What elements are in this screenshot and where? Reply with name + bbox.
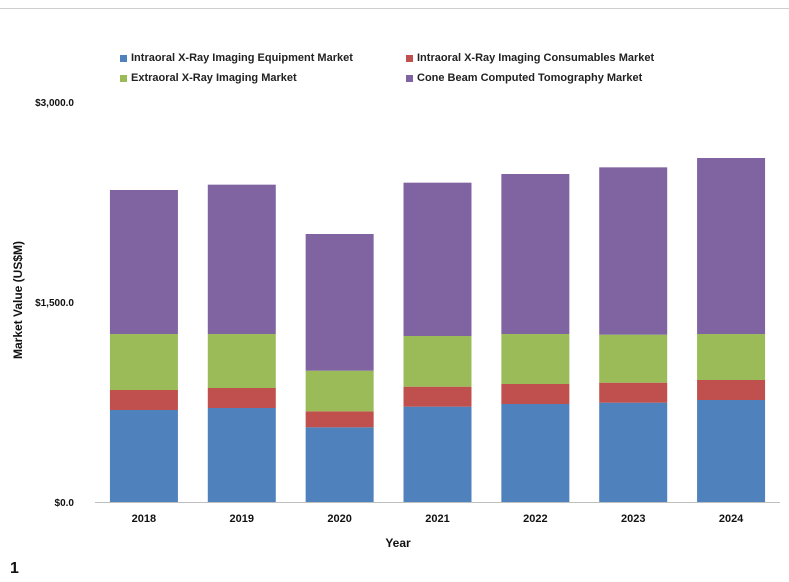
bar-segment-2019-series-3 bbox=[207, 184, 276, 334]
bar-segment-2018-series-1 bbox=[109, 390, 178, 410]
bar-segment-2020-series-0 bbox=[305, 427, 374, 502]
x-tick-label-2024: 2024 bbox=[719, 513, 744, 525]
bar-segment-2019-series-1 bbox=[207, 388, 276, 408]
legend-swatch-intraoral-equipment bbox=[120, 54, 127, 62]
bar-segment-2022-series-1 bbox=[501, 384, 570, 404]
bar-segment-2020-series-2 bbox=[305, 370, 374, 412]
y-tick-label-2: $3,000.0 bbox=[35, 98, 74, 109]
figure-number: 1 bbox=[10, 560, 19, 577]
bar-segment-2022-series-0 bbox=[501, 404, 570, 502]
legend-item-intraoral-consumables: Intraoral X-Ray Imaging Consumables Mark… bbox=[406, 52, 654, 64]
bar-segment-2020-series-1 bbox=[305, 411, 374, 428]
legend-label-cbct: Cone Beam Computed Tomography Market bbox=[417, 72, 643, 84]
bar-segment-2020-series-3 bbox=[305, 234, 374, 371]
top-rule bbox=[0, 0, 789, 9]
legend-item-cbct: Cone Beam Computed Tomography Market bbox=[406, 72, 642, 84]
bar-segment-2024-series-0 bbox=[697, 400, 766, 502]
bar-segment-2023-series-2 bbox=[599, 334, 668, 383]
y-tick-label-1: $1,500.0 bbox=[35, 298, 74, 309]
bar-segment-2021-series-3 bbox=[403, 182, 472, 336]
bar-segment-2024-series-2 bbox=[697, 334, 766, 380]
legend-label-intraoral-consumables: Intraoral X-Ray Imaging Consumables Mark… bbox=[417, 52, 655, 64]
legend-swatch-intraoral-consumables bbox=[406, 54, 413, 62]
bar-segment-2022-series-2 bbox=[501, 334, 570, 384]
x-tick-label-2022: 2022 bbox=[523, 513, 547, 525]
x-tick-label-2023: 2023 bbox=[621, 513, 645, 525]
x-tick-label-2018: 2018 bbox=[132, 513, 156, 525]
bar-segment-2021-series-1 bbox=[403, 386, 472, 407]
bar-segment-2024-series-3 bbox=[697, 158, 766, 334]
legend-item-extraoral: Extraoral X-Ray Imaging Market bbox=[120, 72, 297, 84]
bar-segment-2023-series-1 bbox=[599, 382, 668, 403]
bar-segment-2023-series-0 bbox=[599, 402, 668, 502]
x-tick-label-2020: 2020 bbox=[327, 513, 351, 525]
y-axis-title: Market Value (US$M) bbox=[11, 240, 25, 360]
y-tick-label-0: $0.0 bbox=[55, 498, 75, 509]
bar-segment-2023-series-3 bbox=[599, 167, 668, 335]
legend-swatch-extraoral bbox=[120, 74, 127, 82]
legend-swatch-cbct bbox=[406, 74, 413, 82]
x-tick-label-2019: 2019 bbox=[230, 513, 254, 525]
bar-segment-2019-series-2 bbox=[207, 334, 276, 388]
bar-segment-2018-series-2 bbox=[109, 334, 178, 390]
legend-label-intraoral-equipment: Intraoral X-Ray Imaging Equipment Market bbox=[131, 52, 353, 64]
bar-segment-2018-series-3 bbox=[109, 190, 178, 334]
legend-item-intraoral-equipment: Intraoral X-Ray Imaging Equipment Market bbox=[120, 52, 353, 64]
bar-segment-2018-series-0 bbox=[109, 410, 178, 502]
bar-segment-2021-series-0 bbox=[403, 406, 472, 502]
bar-segment-2024-series-1 bbox=[697, 380, 766, 400]
x-tick-label-2021: 2021 bbox=[425, 513, 449, 525]
bar-segment-2022-series-3 bbox=[501, 174, 570, 334]
legend: Intraoral X-Ray Imaging Equipment Market… bbox=[120, 52, 720, 94]
legend-label-extraoral: Extraoral X-Ray Imaging Market bbox=[131, 72, 297, 84]
bar-segment-2021-series-2 bbox=[403, 336, 472, 387]
x-axis-title: Year bbox=[385, 536, 411, 550]
bar-segment-2019-series-0 bbox=[207, 408, 276, 502]
